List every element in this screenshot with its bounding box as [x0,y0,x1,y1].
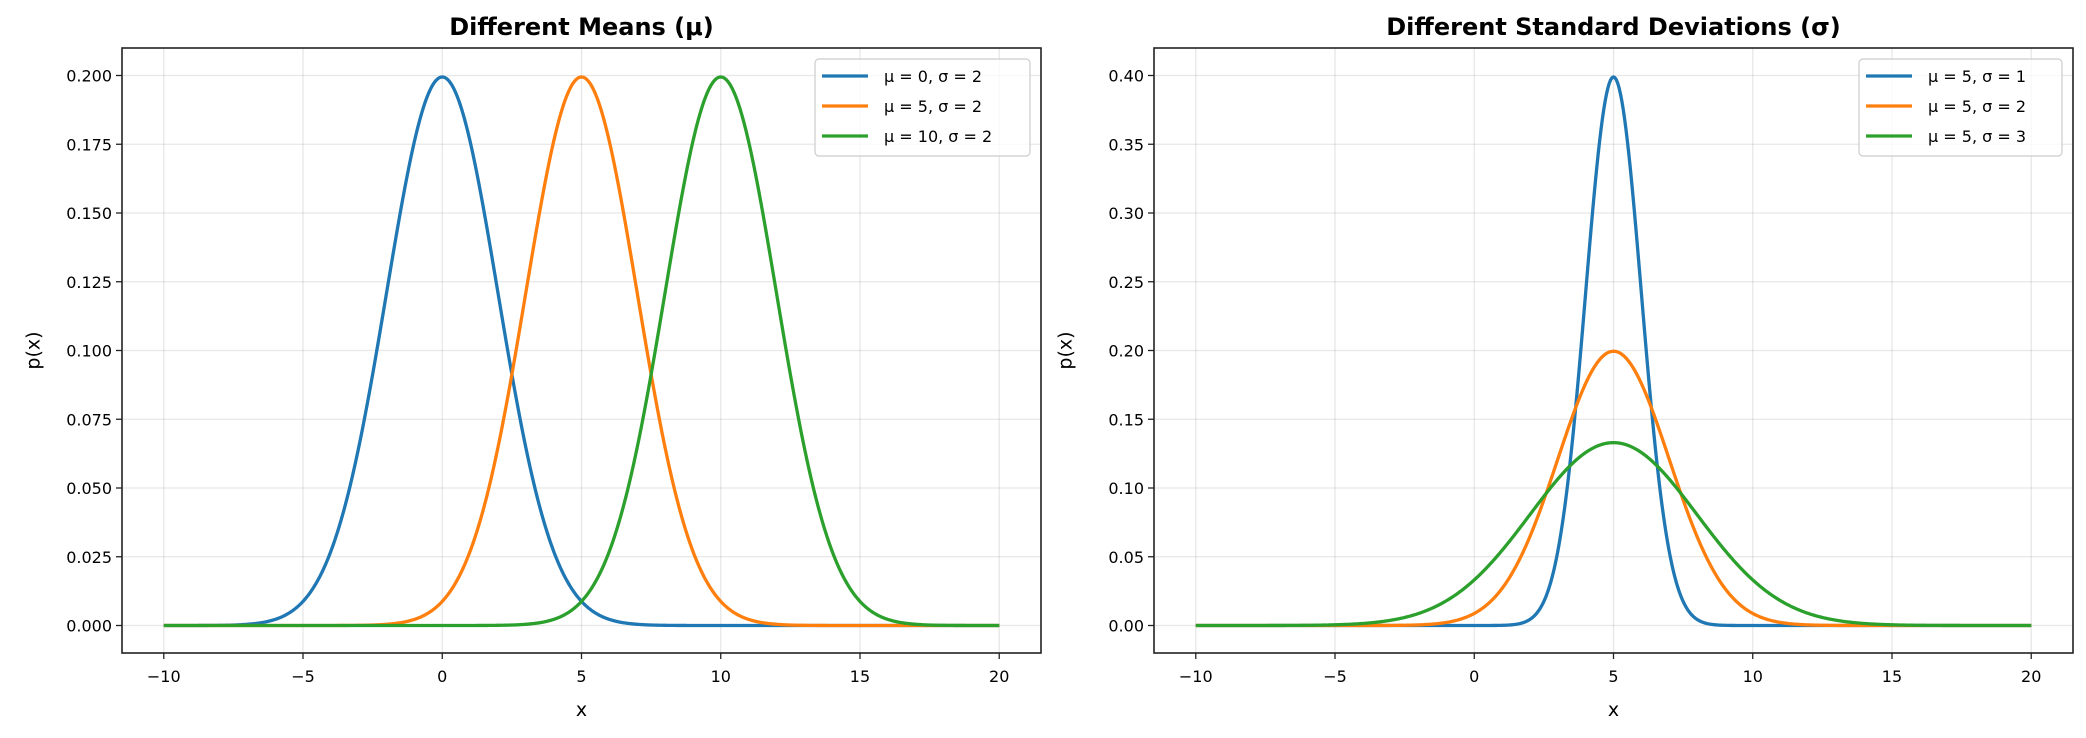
y-tick-label: 0.100 [66,342,112,361]
legend-label: μ = 5, σ = 3 [1928,127,2026,146]
x-tick-label: −10 [147,667,181,686]
chart-panel-2: −10 −5 0 5 10 15 20 0.00 0.05 0.10 0.15 0.20 0.25 0.3… [1055,13,2074,721]
x-tick-label: 5 [1608,667,1618,686]
y-tick-label: 0.075 [66,410,112,429]
x-tick-label: −5 [1323,667,1347,686]
legend: μ = 5, σ = 1 μ = 5, σ = 2 μ = 5, σ = 3 [1858,58,2063,157]
legend-label: μ = 10, σ = 2 [884,127,992,146]
x-tick-label: 0 [1469,667,1479,686]
legend-box [814,58,1031,157]
chart-panel-1: −10 −5 0 5 10 15 20 0.000 0.025 0.050 0.075 0.100 0.… [23,13,1042,721]
legend-label: μ = 5, σ = 2 [1928,97,2026,116]
y-tick-label: 0.000 [66,617,112,636]
y-tick-label: 0.25 [1108,273,1144,292]
legend-label: μ = 5, σ = 2 [884,97,982,116]
y-tick-label: 0.125 [66,273,112,292]
y-axis-label: p(x) [23,331,45,369]
y-tick-label: 0.20 [1108,342,1144,361]
x-tick-label: 15 [850,667,870,686]
series-line-3 [163,75,1000,628]
y-axis-label: p(x) [1055,331,1077,369]
y-tick-label: 0.200 [66,67,112,86]
x-tick-label: 0 [437,667,447,686]
y-tick-label: 0.025 [66,548,112,567]
x-axis-label: x [1608,699,1619,721]
x-tick-label: 20 [989,667,1009,686]
chart-title: Different Standard Deviations (σ) [1386,13,1841,41]
series-line-3 [1195,441,2032,628]
x-tick-label: 15 [1882,667,1902,686]
y-tick-label: 0.00 [1108,617,1144,636]
legend-label: μ = 5, σ = 1 [1928,67,2026,86]
x-tick-label: 20 [2021,667,2041,686]
x-tick-label: 10 [1743,667,1763,686]
legend-box [1858,58,2063,157]
y-tick-label: 0.40 [1108,67,1144,86]
x-axis-label: x [576,699,587,721]
legend-label: μ = 0, σ = 2 [884,67,982,86]
x-tick-label: 5 [576,667,586,686]
y-tick-label: 0.150 [66,204,112,223]
y-tick-label: 0.15 [1108,410,1144,429]
y-tick-label: 0.05 [1108,548,1144,567]
x-tick-label: −10 [1179,667,1213,686]
y-tick-label: 0.10 [1108,479,1144,498]
x-tick-label: −5 [291,667,315,686]
y-tick-label: 0.050 [66,479,112,498]
y-tick-label: 0.30 [1108,204,1144,223]
legend: μ = 0, σ = 2 μ = 5, σ = 2 μ = 10, σ = 2 [814,58,1031,157]
y-tick-label: 0.35 [1108,135,1144,154]
y-tick-label: 0.175 [66,135,112,154]
x-tick-label: 10 [711,667,731,686]
chart-title: Different Means (μ) [449,13,714,41]
